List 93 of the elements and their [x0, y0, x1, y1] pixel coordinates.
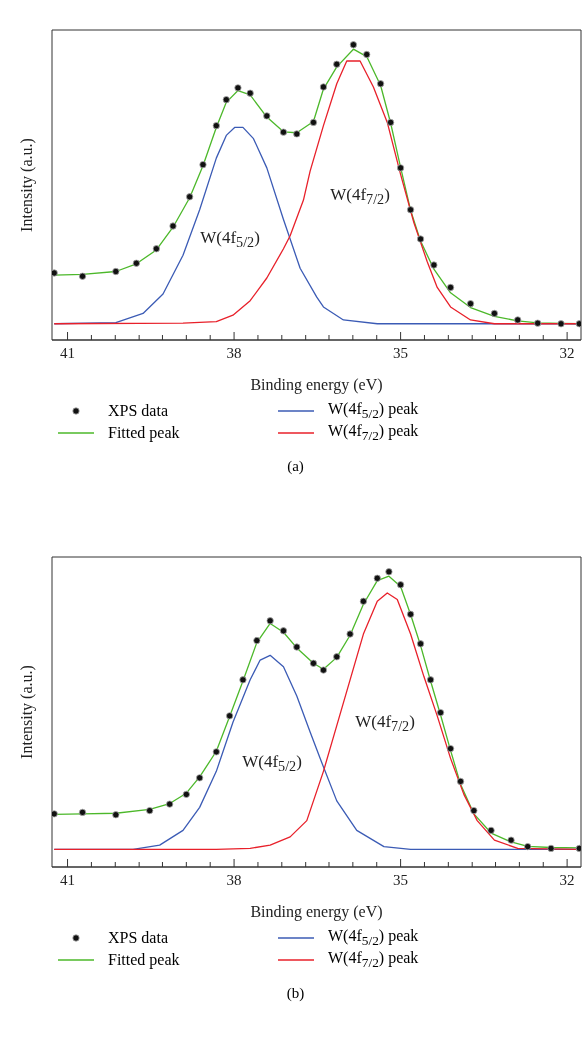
point [373, 574, 381, 582]
point [212, 122, 220, 130]
point [152, 245, 160, 253]
point [78, 272, 87, 280]
x-tick-label: 41 [60, 872, 76, 888]
point [196, 774, 204, 782]
point [199, 161, 207, 169]
point [575, 320, 581, 328]
point [309, 118, 318, 127]
annotation: W(4f$_{7/2}$) [354, 711, 416, 737]
point [363, 50, 371, 59]
point [456, 777, 465, 785]
point [112, 811, 120, 819]
point [132, 259, 140, 267]
x-tick-label: 38 [226, 872, 242, 888]
point [387, 118, 395, 127]
point [52, 810, 58, 818]
x-tick-label: 35 [393, 345, 409, 361]
point [293, 643, 301, 651]
point [507, 836, 515, 844]
point [263, 112, 271, 120]
point [514, 316, 522, 324]
point [524, 843, 532, 851]
x-axis-title: Binding energy (eV) [250, 376, 383, 394]
legend-label: W(4f$_{7/2}$) peak [328, 948, 419, 972]
point [575, 844, 581, 852]
annotation: W(4f$_{5/2}$) [241, 751, 303, 777]
point [266, 617, 274, 625]
text: (b) [285, 985, 306, 1002]
point [226, 712, 234, 720]
point [212, 748, 220, 756]
x-tick-label: 41 [60, 345, 76, 361]
point [547, 844, 555, 852]
point [406, 206, 415, 214]
point [253, 636, 261, 645]
point [385, 568, 393, 576]
legend-label: Fitted peak [108, 951, 180, 969]
point [246, 89, 254, 97]
point [78, 808, 87, 816]
legend-label: XPS data [108, 929, 168, 947]
annotation: W(4f$_{5/2}$) [199, 227, 261, 253]
point [319, 83, 328, 91]
point [446, 283, 455, 292]
point [169, 222, 177, 230]
legend-label: XPS data [108, 402, 168, 420]
point [186, 193, 194, 201]
point [397, 581, 405, 589]
x-tick-label: 35 [393, 872, 409, 888]
point [487, 826, 495, 834]
point [416, 235, 425, 243]
point [279, 627, 288, 635]
legend-label: W(4f$_{7/2}$) peak [328, 421, 419, 445]
point [333, 60, 341, 68]
point [397, 164, 405, 172]
point [166, 800, 174, 808]
point [430, 261, 438, 269]
text: (a) [286, 458, 305, 475]
point [377, 80, 385, 88]
point [234, 84, 242, 92]
legend-label: W(4f$_{5/2}$) peak [328, 926, 419, 950]
point [359, 597, 367, 605]
point [557, 320, 565, 328]
legend-label: W(4f$_{5/2}$) peak [328, 399, 419, 423]
point [52, 269, 58, 277]
point [222, 96, 230, 104]
point [279, 128, 288, 136]
point [534, 319, 542, 327]
point [466, 300, 475, 308]
point [349, 41, 358, 49]
x-tick-label: 32 [559, 872, 575, 888]
point [416, 640, 425, 648]
point [446, 745, 455, 753]
legend-label: Fitted peak [108, 424, 180, 442]
point [333, 653, 341, 661]
point [182, 790, 190, 798]
x-tick-label: 38 [226, 345, 242, 361]
point [346, 630, 354, 638]
x-tick-label: 32 [559, 345, 575, 361]
point [293, 130, 301, 138]
point [319, 666, 328, 674]
point [470, 807, 478, 815]
point [112, 267, 120, 276]
point [406, 610, 415, 618]
point [436, 708, 445, 717]
point [239, 676, 247, 684]
annotation: W(4f$_{7/2}$) [329, 184, 391, 210]
x-axis-title: Binding energy (eV) [250, 903, 383, 921]
point [490, 309, 499, 318]
y-axis-title: Intensity (a.u.) [17, 138, 36, 232]
y-axis-title: Intensity (a.u.) [17, 665, 36, 759]
point [426, 676, 435, 684]
point [146, 807, 154, 815]
point [309, 659, 318, 667]
